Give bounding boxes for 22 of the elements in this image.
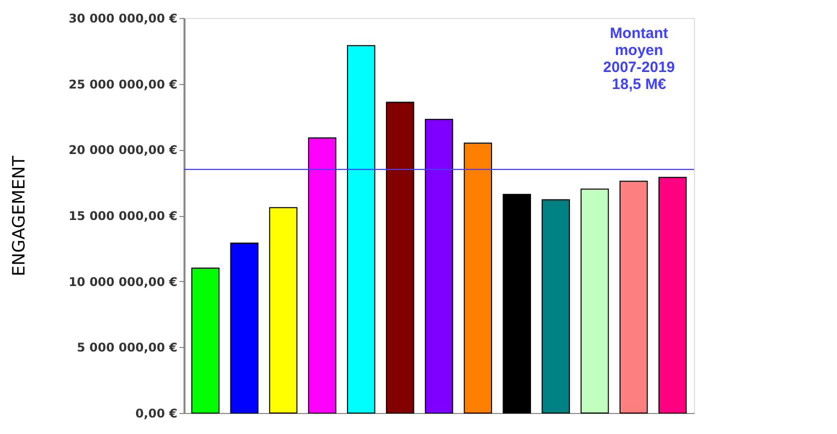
bar (502, 194, 531, 414)
y-tick-label: 15 000 000,00 € (68, 209, 178, 223)
bar (308, 137, 336, 414)
bar (580, 188, 609, 414)
y-tick-label: 25 000 000,00 € (68, 77, 178, 92)
bar (347, 45, 376, 414)
y-tick-label: 20 000 000,00 € (68, 143, 178, 158)
bar (269, 207, 298, 414)
bar (620, 180, 648, 414)
bar (658, 176, 687, 414)
y-tick-label: 10 000 000,00 € (68, 274, 178, 289)
y-tick-label: 5 000 000,00 € (76, 340, 178, 355)
annotation: Montant moyen 2007-2019 18,5 M€ (603, 25, 675, 93)
y-axis-title: ENGAGEMENT (10, 155, 30, 276)
bar (230, 242, 258, 414)
y-tick-label: 30 000 000,00 € (68, 12, 178, 26)
bar (542, 199, 570, 414)
y-tick-label: 0,00 € (135, 406, 178, 420)
bar (386, 102, 414, 414)
bar (464, 142, 492, 414)
bar (191, 268, 220, 414)
bar (424, 118, 454, 414)
